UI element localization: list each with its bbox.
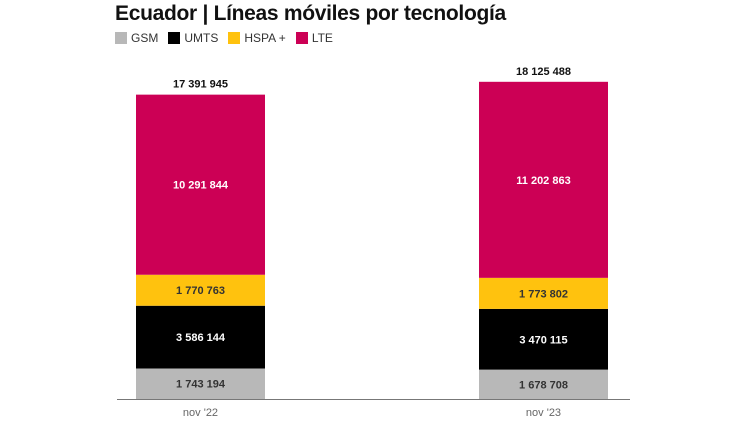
legend-item-hspa: HSPA + bbox=[228, 31, 286, 45]
bar-segment-gsm bbox=[479, 369, 608, 399]
bar-segment-lte bbox=[479, 81, 608, 278]
legend-label: HSPA + bbox=[244, 31, 286, 45]
bar-segment-umts bbox=[136, 305, 265, 369]
segment-value-label: 3 586 144 bbox=[176, 332, 226, 344]
total-label: 17 391 945 bbox=[173, 79, 228, 91]
legend-swatch bbox=[115, 32, 127, 44]
bar-segment-hspa bbox=[136, 274, 265, 306]
legend-label: UMTS bbox=[184, 31, 219, 45]
legend-item-gsm: GSM bbox=[115, 31, 158, 45]
segment-value-label: 1 678 708 bbox=[519, 379, 568, 391]
bar-segment-lte bbox=[136, 94, 265, 275]
segment-value-label: 1 773 802 bbox=[519, 288, 568, 300]
bar-segment-umts bbox=[479, 308, 608, 370]
legend-item-lte: LTE bbox=[295, 31, 333, 45]
legend-swatch bbox=[168, 32, 181, 44]
segment-value-label: 10 291 844 bbox=[173, 180, 229, 192]
segment-value-label: 1 743 194 bbox=[176, 379, 226, 391]
bar-segment-hspa bbox=[479, 277, 608, 309]
total-label: 18 125 488 bbox=[516, 66, 571, 78]
bar-segment-gsm bbox=[136, 368, 265, 399]
x-tick-label: nov '22 bbox=[183, 407, 218, 419]
legend-swatch bbox=[228, 32, 241, 44]
chart-title: Ecuador | Líneas móviles por tecnología bbox=[115, 2, 506, 25]
legend-label: GSM bbox=[131, 31, 159, 45]
legend-swatch bbox=[295, 32, 308, 44]
segment-value-label: 3 470 115 bbox=[519, 334, 567, 346]
legend-item-umts: UMTS bbox=[168, 31, 218, 45]
legend: GSM UMTS HSPA + LTE bbox=[115, 31, 333, 45]
x-tick-label: nov '23 bbox=[526, 407, 561, 419]
segment-value-label: 1 770 763 bbox=[176, 285, 225, 297]
legend-label: LTE bbox=[311, 31, 333, 45]
segment-value-label: 11 202 863 bbox=[516, 175, 570, 187]
